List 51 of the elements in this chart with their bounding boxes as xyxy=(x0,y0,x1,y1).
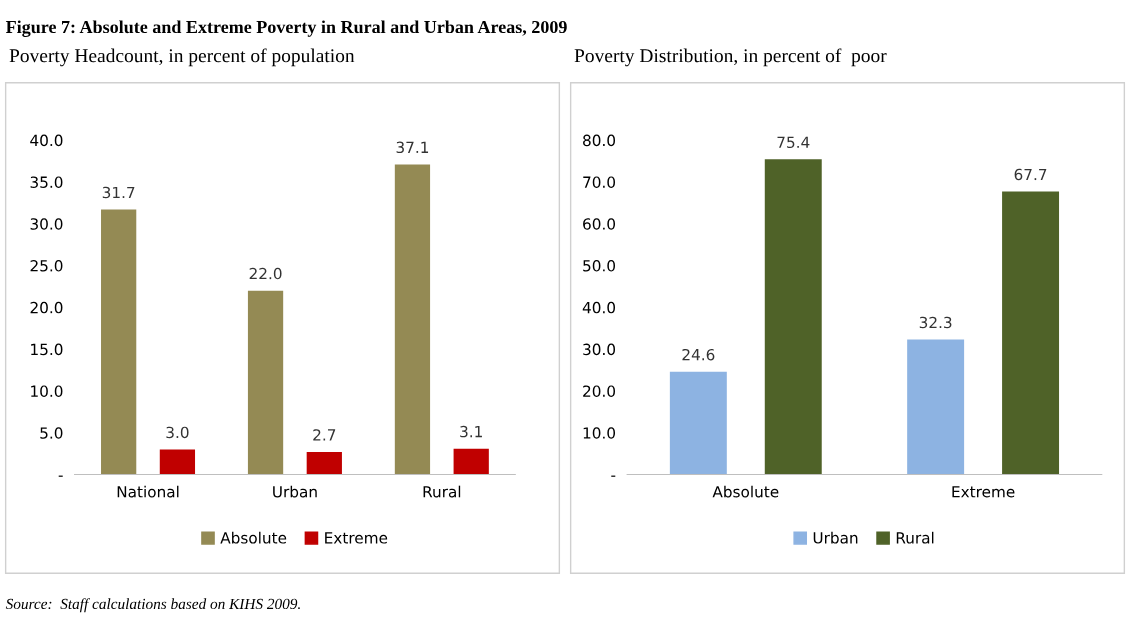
chart-title: Poverty Distribution, in percent of poor xyxy=(574,48,887,67)
x-tick-label: Extreme xyxy=(952,486,1015,498)
y-tick-label: 10.0 xyxy=(583,427,616,439)
bar xyxy=(453,448,489,475)
bar xyxy=(306,451,342,475)
bar xyxy=(669,371,727,475)
bar xyxy=(394,164,431,475)
y-tick-label: 30.0 xyxy=(30,218,63,230)
y-tick-label: 5.0 xyxy=(40,427,63,439)
y-tick-label: 80.0 xyxy=(583,134,616,147)
y-tick-label: 20.0 xyxy=(30,301,63,314)
y-tick-label: 20.0 xyxy=(583,385,616,397)
text: 22.0 xyxy=(249,267,282,280)
text: 31.7 xyxy=(102,186,135,199)
y-tick-label: - xyxy=(611,475,616,477)
chart-title: Figure 7: Absolute and Extreme Poverty in Rural and Urban Areas, 2009 xyxy=(5,20,567,37)
legend-label: Absolute xyxy=(220,531,287,544)
x-tick-label: Urban xyxy=(273,485,317,498)
bar xyxy=(247,290,284,475)
text: 2.7 xyxy=(313,429,336,441)
bar xyxy=(907,339,965,475)
y-tick-label: 35.0 xyxy=(30,176,63,188)
y-tick-label: 10.0 xyxy=(31,385,63,397)
bar xyxy=(101,209,137,475)
text: 3.0 xyxy=(166,426,189,439)
bar xyxy=(1002,191,1060,475)
y-tick-label: 50.0 xyxy=(583,260,616,272)
legend-label: Urban xyxy=(813,531,858,544)
y-tick-label: 15.0 xyxy=(31,343,63,356)
y-tick-label: 25.0 xyxy=(30,260,63,272)
source-note: Source: Staff calculations based on KIHS 2009. xyxy=(5,598,300,613)
legend-label: Extreme xyxy=(325,532,388,544)
chart-subtitle: Poverty Headcount, in percent of population xyxy=(9,48,355,67)
x-tick-label: Rural xyxy=(423,485,461,498)
bar xyxy=(764,159,822,475)
y-tick-label: - xyxy=(58,475,63,477)
text: 37.1 xyxy=(396,141,429,154)
text: 75.4 xyxy=(777,136,810,149)
y-tick-label: 30.0 xyxy=(583,343,616,356)
y-tick-label: 40.0 xyxy=(582,301,616,314)
text: 24.6 xyxy=(682,348,715,361)
y-tick-label: 60.0 xyxy=(583,218,616,230)
legend-label: Rural xyxy=(896,531,934,544)
x-tick-label: National xyxy=(117,485,179,498)
text: 67.7 xyxy=(1014,168,1047,181)
text: 32.3 xyxy=(919,316,952,329)
x-tick-label: Absolute xyxy=(712,485,779,498)
y-tick-label: 40.0 xyxy=(30,134,63,147)
text: 3.1 xyxy=(460,425,482,438)
y-tick-label: 70.0 xyxy=(583,176,616,188)
bar xyxy=(159,449,196,475)
